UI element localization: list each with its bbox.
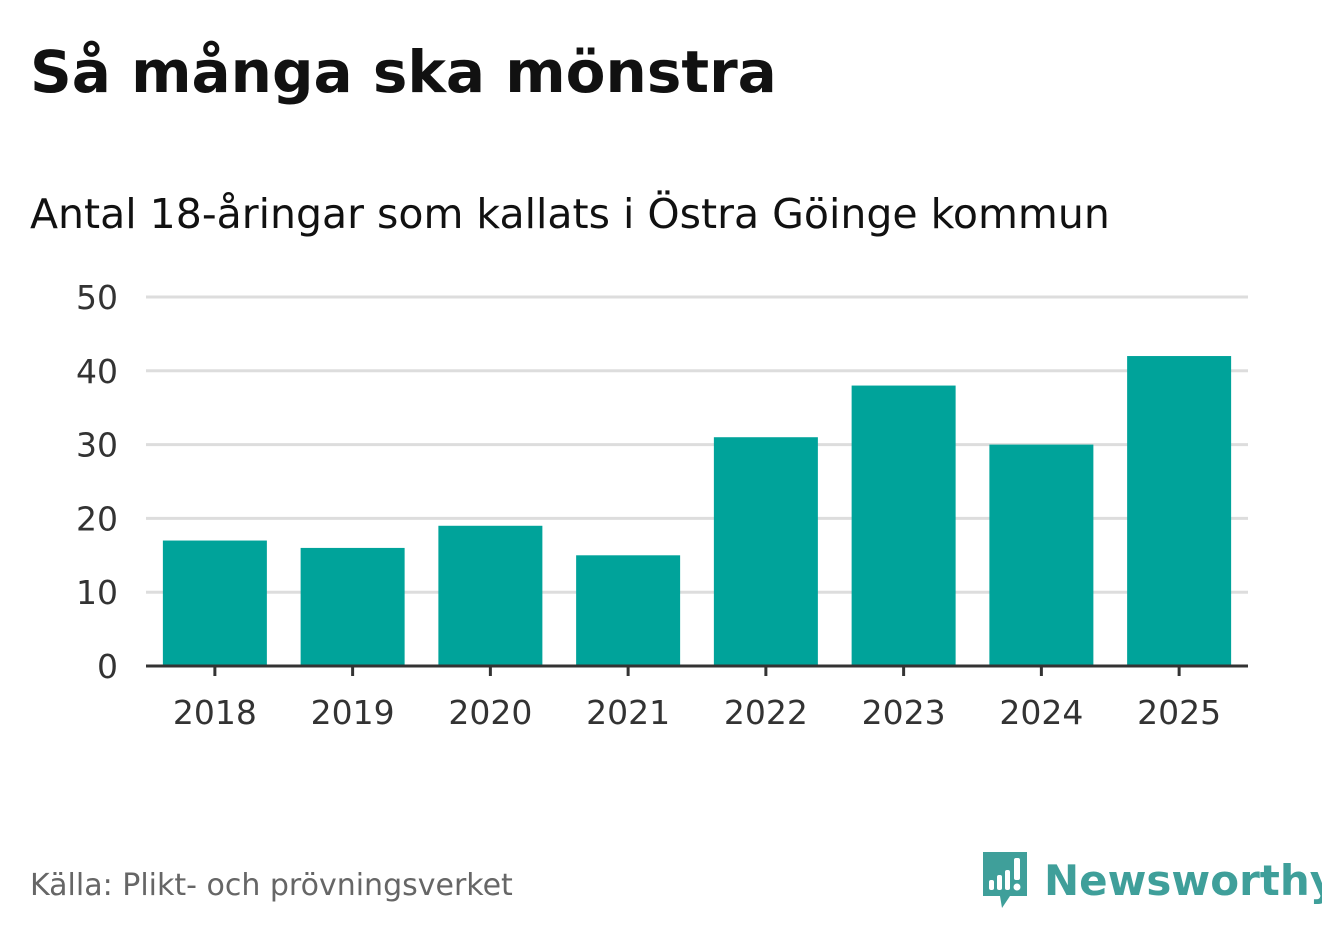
x-tick-label: 2025 (1137, 693, 1221, 732)
x-tick-label: 2019 (311, 693, 395, 732)
bar-2025 (1127, 356, 1232, 666)
x-tick-label: 2018 (173, 693, 257, 732)
bar-2020 (438, 525, 543, 666)
x-tick-label: 2024 (999, 693, 1083, 732)
source-note: Källa: Plikt- och prövningsverket (30, 868, 513, 903)
x-tick-label: 2020 (448, 693, 532, 732)
bars (162, 356, 1232, 666)
bar-2018 (162, 540, 267, 666)
bar-2024 (989, 444, 1094, 666)
y-tick-label: 40 (76, 352, 118, 391)
chart-title: Så många ska mönstra (30, 38, 777, 106)
y-tick-label: 0 (97, 647, 118, 686)
y-axis-ticks: 0 10 20 30 40 50 (76, 278, 118, 686)
y-tick-label: 30 (76, 426, 118, 465)
brand-name: Newsworthy (1044, 855, 1322, 905)
y-tick-label: 10 (76, 573, 118, 612)
x-tick-label: 2023 (862, 693, 946, 732)
chart-subtitle: Antal 18-åringar som kallats i Östra Göi… (30, 190, 1110, 238)
bar-chart: 0 10 20 30 40 50 2018 2019 2020 2021 2022 2023 2024… (76, 278, 1248, 732)
x-axis-ticks: 2018 2019 2020 2021 2022 2023 2024 2025 (173, 666, 1221, 732)
x-tick-label: 2022 (724, 693, 808, 732)
bar-2022 (713, 437, 818, 666)
bar-2023 (851, 385, 956, 666)
brand-logo: Newsworthy (980, 848, 1322, 912)
newsworthy-logo-icon (983, 852, 1027, 908)
y-tick-label: 20 (76, 499, 118, 538)
x-tick-label: 2021 (586, 693, 670, 732)
bar-2021 (576, 555, 681, 666)
bar-2019 (300, 547, 405, 666)
y-tick-label: 50 (76, 278, 118, 317)
